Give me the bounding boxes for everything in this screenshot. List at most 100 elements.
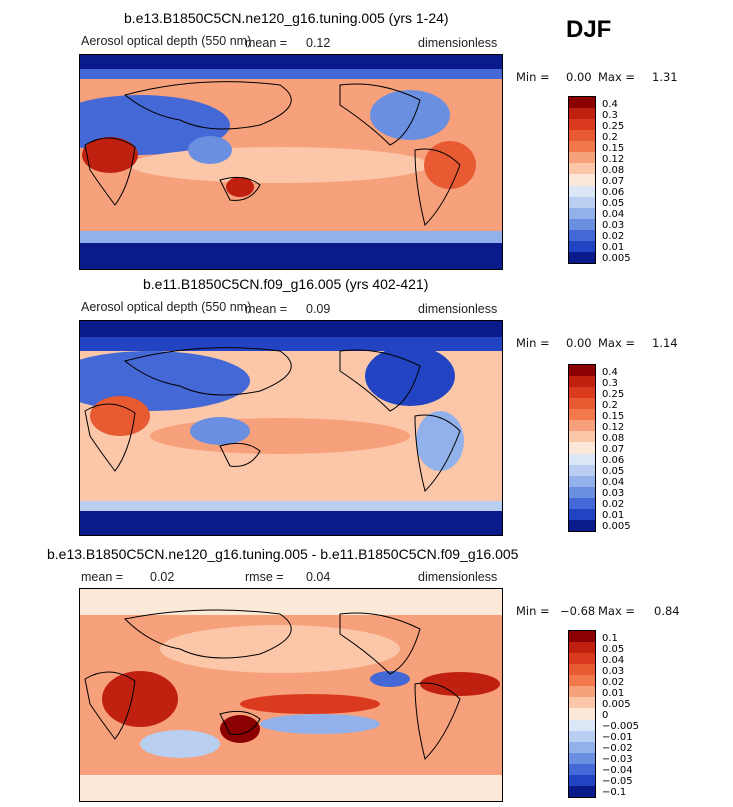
panel-1-map-field: [80, 55, 502, 269]
panel-1-variable: Aerosol optical depth (550 nm): [81, 34, 252, 48]
colorbar-swatch: [569, 464, 595, 476]
colorbar-swatch: [569, 508, 595, 520]
colorbar-swatch: [569, 708, 595, 720]
colorbar-swatch: [569, 229, 595, 241]
colorbar-level-label: 0.005: [602, 521, 631, 533]
colorbar-swatch: [569, 376, 595, 388]
panel-1-max-label: Max =: [598, 70, 636, 84]
panel-2-mean-value: 0.09: [306, 302, 331, 316]
panel-3-mean-value: 0.02: [150, 570, 175, 584]
colorbar-swatch: [569, 387, 595, 399]
colorbar-swatch: [569, 675, 595, 687]
panel-3-units: dimensionless: [418, 570, 498, 584]
panel-1-min-value: 0.00: [566, 70, 592, 84]
panel-1-mean-label: mean =: [245, 36, 288, 50]
panel-2-variable: Aerosol optical depth (550 nm): [81, 300, 252, 314]
colorbar-level-label: 0.005: [602, 253, 631, 265]
colorbar-level-label: 0.1: [602, 632, 618, 644]
panel-1-max-value: 1.31: [652, 70, 678, 84]
panel-1-map: [79, 54, 503, 270]
colorbar-level-label: 0.25: [602, 120, 625, 132]
colorbar-swatch: [569, 218, 595, 230]
colorbar-level-label: −0.02: [602, 743, 633, 755]
colorbar-level-label: −0.1: [602, 787, 627, 799]
colorbar-level-label: 0.12: [602, 153, 625, 165]
colorbar-swatch: [569, 763, 595, 775]
colorbar-swatch: [569, 486, 595, 498]
colorbar-swatch: [569, 730, 595, 742]
colorbar-swatch: [569, 519, 595, 531]
panel-3-rmse-value: 0.04: [306, 570, 331, 584]
colorbar-swatch: [569, 185, 595, 197]
colorbar-swatch: [569, 141, 595, 153]
panel-2-map-field: [80, 321, 502, 535]
colorbar-level-label: −0.03: [602, 754, 633, 766]
colorbar-level-label: 0.04: [602, 209, 625, 221]
colorbar-level-label: 0.02: [602, 499, 625, 511]
colorbar-swatch: [569, 719, 595, 731]
colorbar-level-label: 0.04: [602, 654, 625, 666]
colorbar-swatch: [569, 497, 595, 509]
colorbar-swatch: [569, 631, 595, 643]
colorbar-swatch: [569, 686, 595, 698]
colorbar-level-label: 0.06: [602, 455, 625, 467]
colorbar-level-label: −0.04: [602, 765, 633, 777]
colorbar-swatch: [569, 752, 595, 764]
panel-3-min-value: −0.68: [560, 604, 596, 618]
colorbar-level-label: 0.2: [602, 131, 618, 143]
colorbar-level-label: 0.15: [602, 410, 625, 422]
colorbar-level-label: 0.08: [602, 164, 625, 176]
colorbar-level-label: 0.4: [602, 366, 618, 378]
panel-3-colorbar: [568, 630, 596, 798]
panel-2-mean-label: mean =: [245, 302, 288, 316]
colorbar-level-label: 0.4: [602, 98, 618, 110]
colorbar-swatch: [569, 108, 595, 120]
colorbar-swatch: [569, 664, 595, 676]
colorbar-swatch: [569, 365, 595, 377]
colorbar-swatch: [569, 174, 595, 186]
colorbar-swatch: [569, 741, 595, 753]
panel-3-mean-label: mean =: [81, 570, 124, 584]
colorbar-swatch: [569, 774, 595, 786]
panel-3-map-field: [80, 589, 502, 801]
colorbar-level-label: 0.25: [602, 388, 625, 400]
panel-1-units: dimensionless: [418, 36, 498, 50]
colorbar-level-label: 0.3: [602, 377, 618, 389]
colorbar-swatch: [569, 130, 595, 142]
colorbar-swatch: [569, 398, 595, 410]
colorbar-level-label: 0.05: [602, 466, 625, 478]
panel-1-title: b.e13.B1850C5CN.ne120_g16.tuning.005 (yr…: [124, 10, 449, 26]
panel-3-min-label: Min =: [516, 604, 550, 618]
colorbar-swatch: [569, 420, 595, 432]
colorbar-level-label: 0.01: [602, 687, 625, 699]
colorbar-swatch: [569, 653, 595, 665]
panel-3-max-value: 0.84: [654, 604, 680, 618]
panel-2-max-label: Max =: [598, 336, 636, 350]
panel-1-min-label: Min =: [516, 70, 550, 84]
colorbar-swatch: [569, 442, 595, 454]
colorbar-swatch: [569, 97, 595, 109]
colorbar-swatch: [569, 119, 595, 131]
colorbar-level-label: 0.03: [602, 220, 625, 232]
colorbar-swatch: [569, 240, 595, 252]
colorbar-level-label: −0.01: [602, 732, 633, 744]
colorbar-level-label: 0.03: [602, 665, 625, 677]
panel-2-title: b.e11.B1850C5CN.f09_g16.005 (yrs 402-421…: [143, 276, 429, 292]
colorbar-level-label: 0.15: [602, 142, 625, 154]
colorbar-level-label: −0.005: [602, 721, 640, 733]
colorbar-level-label: 0.12: [602, 421, 625, 433]
colorbar-level-label: 0.01: [602, 510, 625, 522]
colorbar-level-label: 0.07: [602, 444, 625, 455]
colorbar-level-label: 0.05: [602, 643, 625, 655]
colorbar-swatch: [569, 785, 595, 797]
colorbar-swatch: [569, 409, 595, 421]
colorbar-level-label: 0.3: [602, 109, 618, 121]
colorbar-level-label: 0.07: [602, 176, 625, 187]
panel-3-max-label: Max =: [598, 604, 636, 618]
panel-1-colorbar: [568, 96, 596, 264]
colorbar-swatch: [569, 152, 595, 164]
panel-1-mean-value: 0.12: [306, 36, 331, 50]
colorbar-level-label: 0.005: [602, 698, 631, 710]
colorbar-level-label: 0.02: [602, 676, 625, 688]
colorbar-level-label: 0.2: [602, 399, 618, 411]
